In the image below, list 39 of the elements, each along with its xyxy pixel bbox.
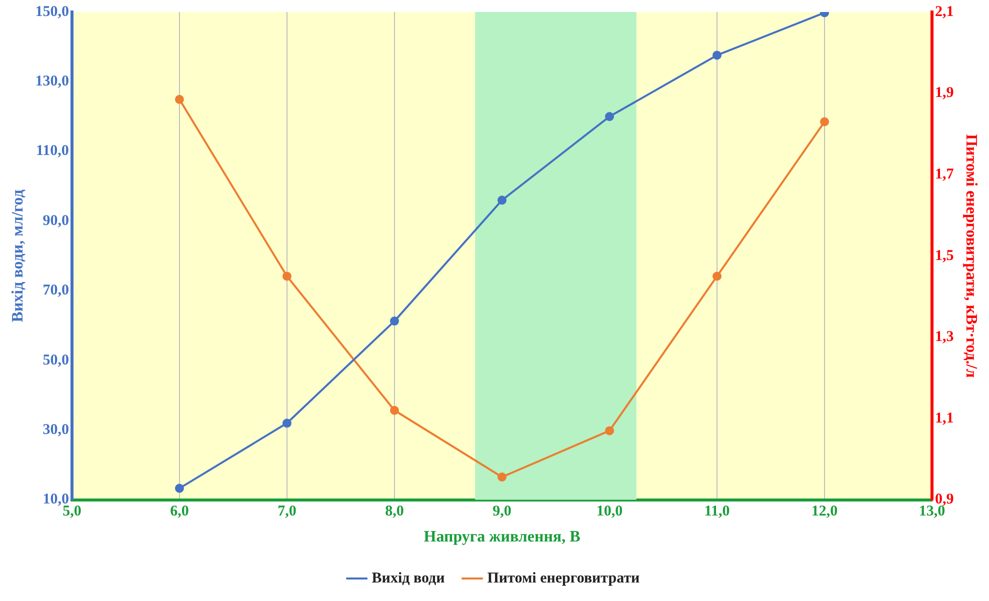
point	[498, 472, 506, 482]
x-tick-label: 10,0	[596, 504, 623, 520]
x-tick-label: 12,0	[811, 504, 838, 520]
y-axis-title: Вихід води, мл/год	[10, 190, 27, 322]
y-tick-label: 70,0	[42, 282, 69, 299]
x-tick-label: 5,0	[62, 504, 82, 520]
point	[605, 426, 614, 436]
point	[390, 316, 399, 326]
point	[390, 406, 399, 415]
y2-axis-title: Питомі енерговитрати, кВт·год./л	[962, 134, 980, 378]
point	[282, 418, 292, 428]
point	[498, 196, 506, 205]
point	[712, 50, 722, 60]
x-axis-title: Напруга живлення, В	[424, 528, 581, 546]
legend-label: Питомі енерговитрати	[487, 570, 640, 586]
x-tick-label: 7,0	[278, 504, 296, 520]
point	[282, 272, 292, 281]
y2-tick-label: 2,1	[935, 4, 954, 20]
point	[712, 272, 722, 281]
y-tick-label: 110,0	[36, 143, 69, 160]
y-tick-label: 30,0	[42, 422, 69, 438]
legend-label: Вихід води	[372, 570, 446, 586]
point	[820, 117, 830, 126]
x-tick-label: 11,0	[704, 504, 730, 520]
point	[174, 484, 184, 493]
y2-tick-label: 1,7	[935, 166, 954, 182]
y-tick-label: 90,0	[42, 212, 69, 229]
point	[174, 94, 184, 104]
point	[605, 112, 614, 122]
y2-tick-label: 1,1	[935, 410, 954, 426]
x-tick-label: 9,0	[492, 504, 512, 520]
y-tick-label: 150,0	[35, 4, 69, 20]
x-tick-label: 6,0	[170, 504, 189, 520]
y2-tick-label: 1,9	[935, 85, 954, 102]
y-tick-label: 50,0	[42, 352, 69, 368]
y-tick-label: 130,0	[35, 74, 69, 90]
y2-tick-label: 1,3	[935, 329, 954, 346]
x-tick-label: 8,0	[385, 504, 404, 520]
y2-tick-label: 1,5	[935, 248, 954, 264]
